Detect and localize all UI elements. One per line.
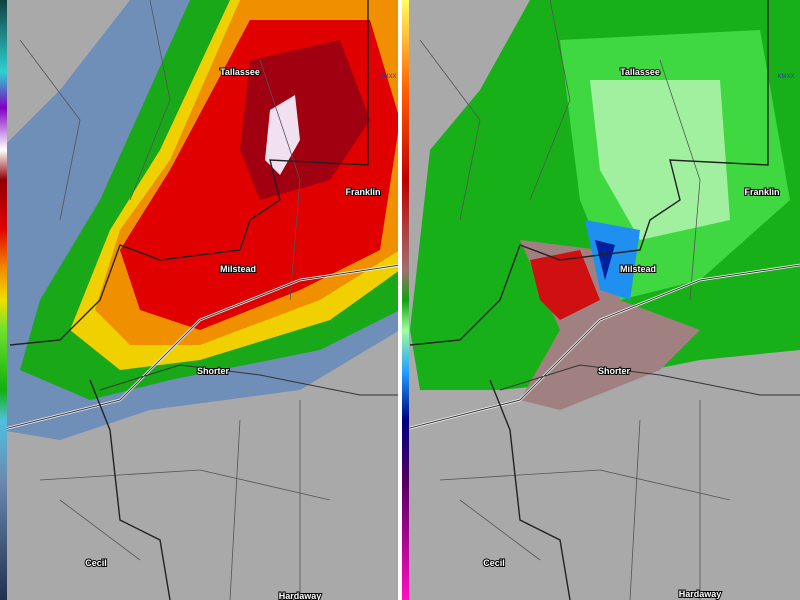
highway-line	[0, 264, 398, 431]
town-label: Hardaway	[279, 591, 322, 600]
vel-blue	[585, 220, 640, 300]
town-label: Shorter	[598, 366, 631, 376]
vel-darkblue	[595, 240, 615, 280]
town-label: Tallassee	[620, 67, 660, 77]
site-label: KMXX	[379, 74, 396, 80]
reflectivity-panel: Tallassee KMXX Franklin Milstead Shorter…	[0, 0, 398, 600]
site-label: KMXX	[777, 74, 794, 80]
county-lines	[9, 0, 369, 600]
color-scale	[402, 0, 409, 600]
vel-lightgreen	[590, 80, 730, 240]
town-label: Franklin	[345, 187, 380, 197]
county-lines	[409, 0, 769, 600]
color-scale	[0, 0, 7, 600]
divider	[398, 0, 402, 600]
highway-line	[402, 264, 800, 431]
town-label: Milstead	[220, 264, 256, 274]
town-label: Franklin	[744, 187, 779, 197]
roads	[19, 0, 331, 600]
town-label: Cecil	[483, 558, 505, 568]
town-label: Milstead	[620, 264, 656, 274]
town-label: Shorter	[197, 366, 230, 376]
velocity-panel: Tallassee KMXX Franklin Milstead Shorter…	[402, 0, 800, 600]
town-label: Hardaway	[679, 589, 722, 599]
vel-red	[530, 250, 600, 320]
roads	[419, 0, 731, 600]
town-label: Cecil	[85, 558, 107, 568]
town-label: Tallassee	[220, 67, 260, 77]
